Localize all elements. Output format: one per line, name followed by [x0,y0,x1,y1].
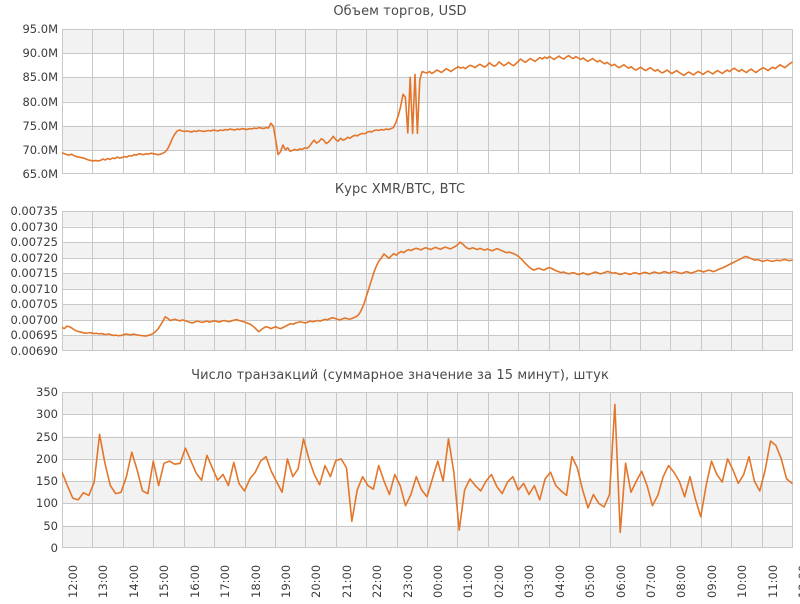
chart-title-volume: Объем торгов, USD [333,4,467,19]
x-tick-label: 05:00 [583,564,598,598]
y-tick-label: 200 [36,451,58,466]
x-tick-label: 07:00 [643,564,658,598]
x-tick-label: 21:00 [339,564,354,598]
y-tick-label: 95.0M [22,22,58,36]
y-tick-label: 75.0M [22,118,58,133]
x-tick-label: 23:00 [400,564,415,598]
y-tick-label: 0.00710 [10,281,58,296]
y-tick-label: 90.0M [22,46,58,61]
x-tick-label: 09:00 [704,564,719,598]
x-tick-label: 10:00 [735,564,750,598]
y-tick-label: 250 [36,429,58,444]
x-tick-label: 11:00 [765,564,780,598]
y-tick-label: 300 [36,407,58,422]
y-tick-label: 80.0M [22,94,58,109]
x-tick-label: 22:00 [370,564,385,598]
y-axis-labels-transactions: 350 300 250 200 150 100 50 0 [0,386,58,554]
y-axis-labels-volume: 95.0M 90.0M 85.0M 80.0M 75.0M 70.0M 65.0M [0,23,58,180]
y-tick-label: 65.0M [22,167,58,181]
y-tick-label: 0 [50,541,58,555]
x-tick-label: 06:00 [613,564,628,598]
x-tick-label: 00:00 [431,564,445,598]
x-tick-label: 16:00 [187,564,202,598]
panel-transactions: Число транзакций (суммарное значение за … [0,352,800,600]
x-tick-label: 04:00 [552,564,567,598]
x-tick-label: 15:00 [157,564,172,598]
x-tick-label: 12:00 [66,564,80,598]
x-tick-label: 17:00 [218,564,233,598]
x-tick-label: 08:00 [674,564,689,598]
y-tick-label: 70.0M [22,142,58,157]
y-tick-label: 0.00735 [10,204,58,218]
y-tick-label: 150 [36,474,58,489]
chart-title-transactions: Число транзакций (суммарное значение за … [191,368,609,383]
y-tick-label: 0.00715 [10,266,58,281]
y-tick-label: 350 [36,385,58,399]
y-tick-label: 0.00690 [10,344,58,358]
y-tick-label: 0.00695 [10,328,58,343]
plot-area-rate [62,211,793,351]
x-tick-label: 02:00 [491,564,506,598]
x-axis-labels: 12:00 13:00 14:00 15:00 16:00 17:00 18:00 19:00… [0,552,800,604]
x-tick-label: 19:00 [278,564,293,598]
x-tick-label: 18:00 [248,564,263,598]
y-tick-label: 100 [36,496,58,511]
x-tick-label: 14:00 [126,564,141,598]
plot-area-volume [62,29,793,174]
y-tick-label: 0.00725 [10,235,58,250]
x-tick-label: 01:00 [461,564,476,598]
chart-title-rate: Курс XMR/BTC, BTC [334,182,466,197]
x-tick-label: 03:00 [522,564,537,598]
panel-rate: Курс XMR/BTC, BTC 0.00735 0.00730 0.00725 0… [0,180,800,357]
y-tick-label: 50 [43,518,58,533]
y-axis-labels-rate: 0.00735 0.00730 0.00725 0.00720 0.00715 0.007… [0,205,58,357]
y-tick-label: 0.00730 [10,219,58,234]
y-tick-label: 0.00720 [10,250,58,265]
x-tick-label: 20:00 [309,564,324,598]
x-tick-label: 13:00 [96,564,111,598]
y-tick-label: 85.0M [22,70,58,85]
y-tick-label: 0.00705 [10,297,58,312]
plot-area-transactions [62,392,793,548]
y-tick-label: 0.00700 [10,312,58,327]
panel-volume: Объем торгов, USD 95.0M 90.0M 85.0M 80.0M 75… [0,0,800,180]
